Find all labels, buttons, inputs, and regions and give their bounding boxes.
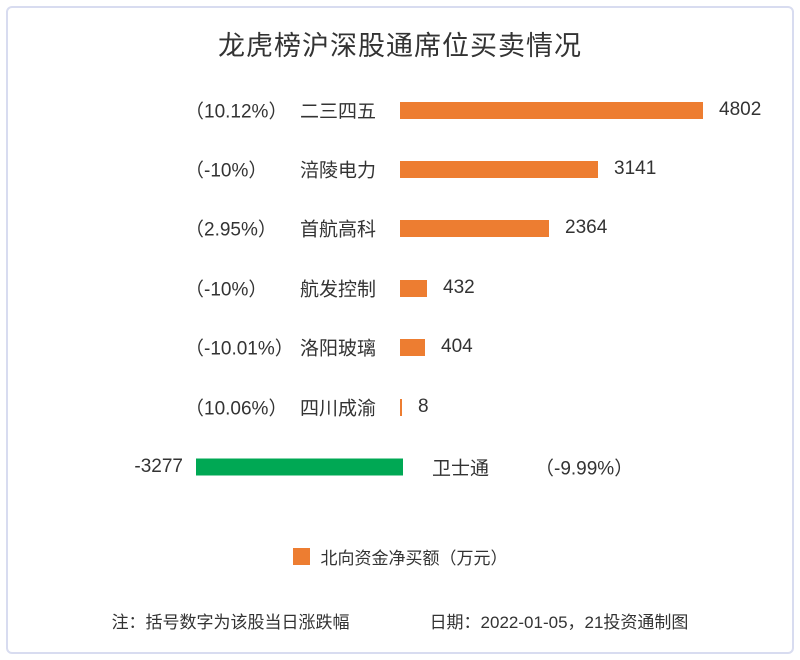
stock-name-label: 首航高科	[300, 219, 377, 241]
bar-group: 8	[400, 377, 429, 437]
legend: 北向资金净买额（万元）	[0, 544, 800, 569]
bar-group: 3141	[400, 139, 656, 199]
value-label: 432	[443, 277, 475, 298]
bar-row: （-10.01%） 洛阳玻璃 404	[0, 317, 800, 377]
bar-row: （2.95%） 首航高科 2364	[0, 198, 800, 258]
bar-group: 432	[400, 258, 475, 318]
pct-change-label: （2.95%）	[185, 219, 277, 241]
note-text: 注：括号数字为该股当日涨跌幅	[111, 613, 350, 632]
value-label: 3141	[614, 158, 657, 179]
positive-bar	[400, 219, 549, 237]
stock-name-label: 二三四五	[300, 101, 377, 123]
stock-name-label: 洛阳玻璃	[300, 338, 377, 360]
value-label: -3277	[134, 456, 183, 477]
legend-label: 北向资金净买额（万元）	[320, 549, 508, 568]
bar-row: （10.12%） 二三四五 4802	[0, 80, 800, 140]
pct-change-label: （-10%）	[185, 279, 268, 301]
chart-title: 龙虎榜沪深股通席位买卖情况	[218, 31, 582, 61]
bar-group: 404	[400, 317, 473, 377]
value-label: 2364	[565, 217, 608, 238]
value-label: 8	[418, 396, 429, 417]
legend-color-swatch	[292, 548, 310, 565]
bar-row: （10.06%） 四川成渝 8	[0, 377, 800, 437]
bar-row: （-10%） 航发控制 432	[0, 258, 800, 318]
date-text: 日期：2022-01-05，21投资通制图	[429, 613, 689, 632]
stock-name-label: 卫士通	[432, 458, 490, 480]
positive-bar	[400, 338, 425, 356]
stock-name-label: 航发控制	[300, 279, 377, 301]
pct-change-label: （-9.99%）	[535, 458, 634, 480]
pct-change-label: （-10%）	[185, 160, 268, 182]
bar-row: （-10%） 涪陵电力 3141	[0, 139, 800, 199]
stock-name-label: 涪陵电力	[300, 160, 377, 182]
pct-change-label: （10.12%）	[185, 101, 288, 123]
negative-bar	[196, 458, 403, 476]
stock-name-label: 四川成渝	[300, 398, 377, 420]
positive-bar	[400, 160, 598, 178]
value-label: 404	[441, 336, 473, 357]
footnote: 注：括号数字为该股当日涨跌幅 日期：2022-01-05，21投资通制图	[0, 608, 800, 633]
negative-bar-row: -3277 卫士通 （-9.99%）	[0, 437, 800, 497]
pct-change-label: （10.06%）	[185, 398, 288, 420]
positive-bar	[400, 101, 703, 119]
positive-bar	[400, 398, 402, 416]
positive-bar	[400, 279, 427, 297]
value-label: 4802	[719, 99, 762, 120]
bar-group: 4802	[400, 80, 761, 140]
bar-group: 2364	[400, 198, 607, 258]
pct-change-label: （-10.01%）	[185, 338, 294, 360]
